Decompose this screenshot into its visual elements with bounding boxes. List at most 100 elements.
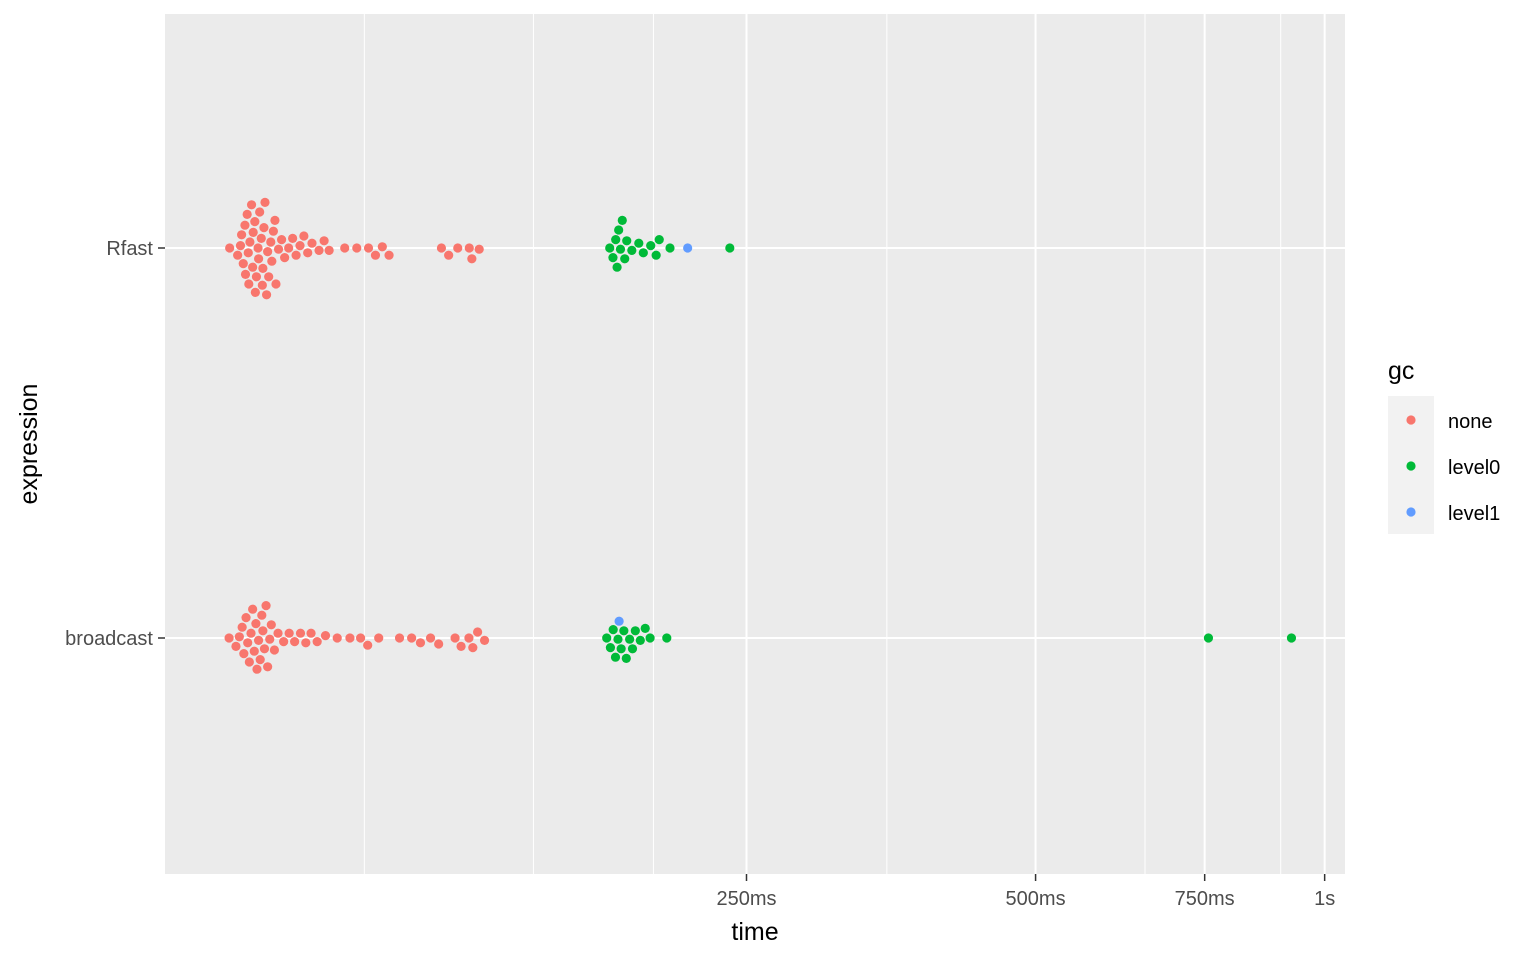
point-rfast-none [303,248,313,258]
point-rfast-none [245,237,255,247]
point-broadcast-level0 [610,652,621,662]
point-broadcast-none [290,637,300,647]
minor-gridlines [363,14,1282,874]
point-broadcast-level0 [1203,633,1214,643]
data-points [224,197,1297,674]
point-broadcast-none [425,633,436,643]
point-broadcast-none [415,638,426,648]
point-rfast-level0 [612,262,622,272]
point-broadcast-level0 [645,633,655,643]
legend-title: gc [1388,357,1414,385]
point-rfast-level1 [683,243,693,253]
point-broadcast-none [254,635,264,646]
point-rfast-none [363,243,374,253]
point-rfast-none [307,238,317,248]
point-rfast-level0 [627,245,637,255]
point-broadcast-none [269,645,280,655]
point-broadcast-level0 [616,644,626,654]
point-rfast-none [240,269,251,279]
point-rfast-level0 [646,241,656,251]
point-broadcast-none [456,641,466,652]
point-broadcast-level0 [605,643,616,653]
point-rfast-none [250,217,260,227]
point-rfast-none [251,272,262,282]
point-rfast-level0 [620,254,630,264]
point-rfast-none [319,236,329,246]
legend-label-level1: level1 [1448,503,1500,525]
point-broadcast-none [255,655,265,665]
point-rfast-none [277,235,287,245]
point-rfast-none [270,215,280,225]
point-rfast-none [266,237,276,247]
y-axis-title: expression [15,384,43,505]
point-broadcast-level0 [635,635,645,646]
point-rfast-none [284,243,294,253]
point-broadcast-none [374,633,384,643]
point-broadcast-none [234,632,244,642]
point-broadcast-level0 [602,633,612,643]
point-broadcast-none [257,610,267,620]
point-rfast-none [260,197,270,207]
legend-key-level0 [1406,461,1416,471]
point-rfast-none [444,250,454,260]
point-broadcast-none [363,640,373,650]
point-rfast-none [370,250,381,260]
y-tick-label: Rfast [106,238,153,260]
point-rfast-none [340,243,350,253]
point-broadcast-none [345,633,355,643]
y-tick-label: broadcast [65,628,153,650]
point-rfast-none [267,256,277,266]
point-rfast-none [467,254,477,264]
plot-panel [165,14,1345,874]
point-rfast-level0 [651,250,661,260]
point-broadcast-level0 [619,626,629,636]
point-rfast-none [225,243,235,253]
point-rfast-none [314,245,324,255]
point-broadcast-none [224,633,234,643]
x-tick-label: 500ms [1006,888,1066,910]
point-rfast-none [273,244,284,254]
point-rfast-level0 [634,238,644,248]
point-rfast-level0 [617,215,627,225]
point-rfast-none [295,241,305,251]
point-broadcast-level0 [625,634,635,644]
point-rfast-none [235,241,246,251]
point-rfast-none [244,279,254,289]
point-rfast-level0 [622,236,632,246]
x-axis-title: time [731,918,778,946]
point-broadcast-none [306,628,316,638]
point-rfast-none [243,248,253,258]
point-rfast-level0 [615,244,626,254]
point-broadcast-none [468,643,478,653]
point-broadcast-level0 [608,625,618,635]
point-rfast-none [299,231,309,241]
point-rfast-level0 [725,243,735,253]
point-broadcast-none [243,638,253,648]
point-broadcast-none [407,633,417,643]
point-rfast-none [237,230,247,240]
point-rfast-none [288,233,298,243]
point-rfast-none [453,243,463,253]
x-tick-label: 750ms [1175,888,1235,910]
point-rfast-none [240,220,250,230]
point-rfast-none [291,250,301,260]
point-rfast-level0 [605,243,615,253]
legend-label-level0: level0 [1448,457,1500,479]
point-broadcast-none [312,637,322,647]
point-rfast-level0 [608,253,618,263]
point-rfast-none [233,250,243,260]
point-broadcast-none [450,633,460,643]
point-broadcast-none [263,662,273,672]
point-broadcast-none [231,641,241,652]
point-rfast-none [324,245,334,255]
point-broadcast-none [246,628,256,638]
point-broadcast-none [266,620,276,630]
point-broadcast-none [273,628,283,638]
point-rfast-none [280,253,290,263]
point-rfast-none [377,242,387,252]
point-broadcast-level0 [640,623,650,634]
point-rfast-none [464,243,474,253]
point-rfast-none [248,227,258,237]
point-broadcast-none [394,633,405,643]
